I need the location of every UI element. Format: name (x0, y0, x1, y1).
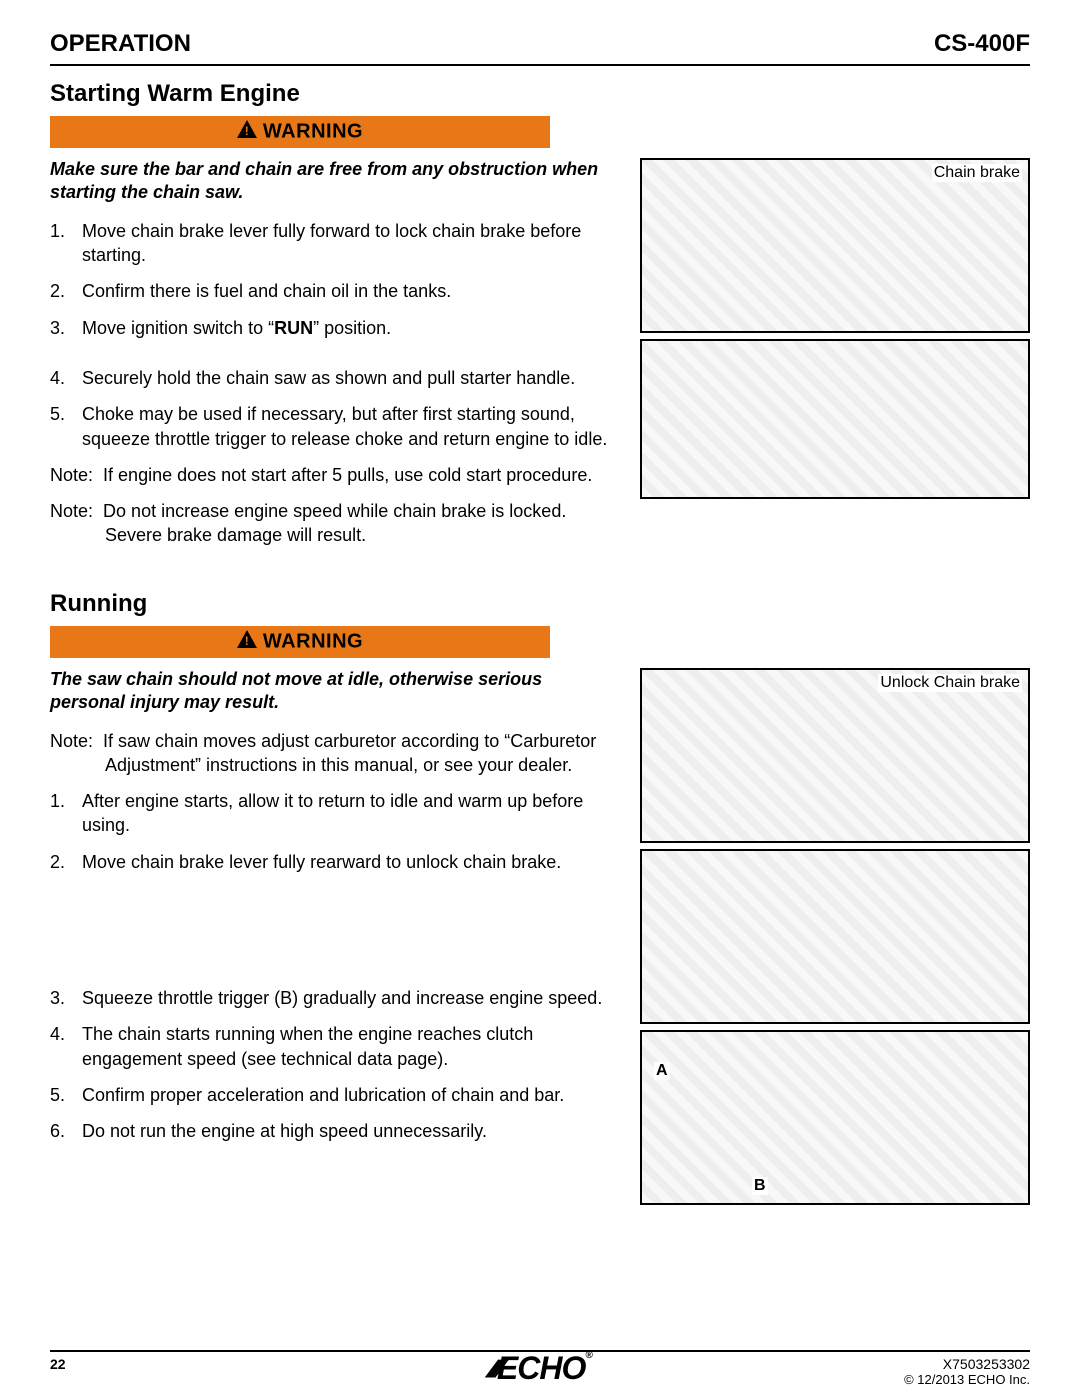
section1-figures: Chain brake (640, 158, 1030, 560)
section1-steps-b: Securely hold the chain saw as shown and… (50, 366, 610, 451)
warning-banner-1: ! WARNING (50, 116, 550, 148)
warning-triangle-icon: ! (237, 630, 257, 654)
header-section: OPERATION (50, 30, 191, 58)
section1-note1: Note: If engine does not start after 5 p… (50, 463, 610, 487)
step-item: Move ignition switch to “RUN” position. (50, 316, 610, 340)
figure-chain-brake: Chain brake (640, 158, 1030, 333)
header-model: CS-400F (934, 30, 1030, 58)
figure-label-b: B (752, 1177, 768, 1195)
doc-number: X7503253302 (904, 1356, 1030, 1372)
svg-text:!: ! (245, 124, 250, 138)
brand-logo: ////ECHO® (488, 1350, 592, 1387)
page-footer: 22 ////ECHO® X7503253302 © 12/2013 ECHO … (50, 1350, 1030, 1387)
manual-page: OPERATION CS-400F Starting Warm Engine !… (0, 0, 1080, 1397)
page-header: OPERATION CS-400F (50, 30, 1030, 66)
figure-unlock-brake: Unlock Chain brake (640, 668, 1030, 843)
section1-body: Make sure the bar and chain are free fro… (50, 158, 1030, 560)
section2-text: The saw chain should not move at idle, o… (50, 668, 610, 1205)
figure-throttle: A B (640, 1030, 1030, 1205)
section2-body: The saw chain should not move at idle, o… (50, 668, 1030, 1205)
step-item: Move chain brake lever fully forward to … (50, 219, 610, 268)
figure-switch (640, 339, 1030, 499)
step-item: Securely hold the chain saw as shown and… (50, 366, 610, 390)
section1-intro: Make sure the bar and chain are free fro… (50, 158, 610, 205)
section1-note2: Note: Do not increase engine speed while… (50, 499, 610, 548)
section1-steps-a: Move chain brake lever fully forward to … (50, 219, 610, 340)
step-item: Confirm proper acceleration and lubricat… (50, 1083, 610, 1107)
svg-text:!: ! (245, 634, 250, 648)
section-title-running: Running (50, 590, 1030, 618)
figure-label: Unlock Chain brake (878, 674, 1022, 692)
section-title-starting: Starting Warm Engine (50, 80, 1030, 108)
section2-note1: Note: If saw chain moves adjust carburet… (50, 729, 610, 778)
step-item: After engine starts, allow it to return … (50, 789, 610, 838)
step-item: The chain starts running when the engine… (50, 1022, 610, 1071)
warning-label-text: WARNING (263, 630, 363, 652)
figure-person-holding (640, 849, 1030, 1024)
section2-steps-b: Squeeze throttle trigger (B) gradually a… (50, 986, 610, 1143)
footer-meta: X7503253302 © 12/2013 ECHO Inc. (904, 1356, 1030, 1387)
step-item: Squeeze throttle trigger (B) gradually a… (50, 986, 610, 1010)
run-word: RUN (274, 318, 313, 338)
section1-text: Make sure the bar and chain are free fro… (50, 158, 610, 560)
step-item: Do not run the engine at high speed unne… (50, 1119, 610, 1143)
page-number: 22 (50, 1356, 66, 1372)
step-item: Confirm there is fuel and chain oil in t… (50, 279, 610, 303)
warning-banner-2: ! WARNING (50, 626, 550, 658)
section2-figures: Unlock Chain brake A B (640, 668, 1030, 1205)
figure-label-a: A (654, 1062, 670, 1080)
warning-triangle-icon: ! (237, 120, 257, 144)
figure-label: Chain brake (932, 164, 1022, 182)
step-item: Move chain brake lever fully rearward to… (50, 850, 610, 874)
step-item: Choke may be used if necessary, but afte… (50, 402, 610, 451)
copyright: © 12/2013 ECHO Inc. (904, 1372, 1030, 1387)
section2-steps-a: After engine starts, allow it to return … (50, 789, 610, 874)
section2-intro: The saw chain should not move at idle, o… (50, 668, 610, 715)
warning-label-text: WARNING (263, 120, 363, 142)
